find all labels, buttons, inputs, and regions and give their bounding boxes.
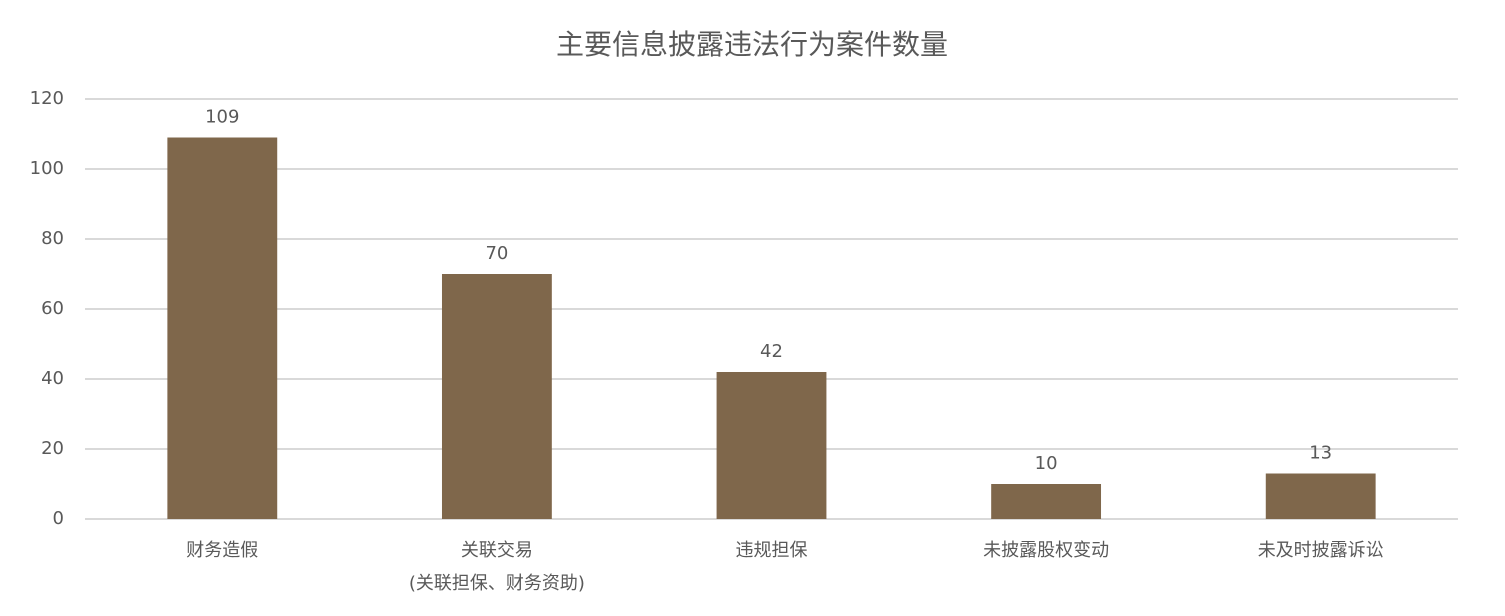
bar	[1265, 473, 1376, 519]
value-label: 70	[485, 243, 508, 264]
value-label: 42	[760, 341, 783, 362]
y-tick-label: 20	[41, 438, 64, 459]
x-tick-label: 未及时披露诉讼	[1258, 540, 1384, 561]
bar	[716, 372, 827, 519]
x-tick-label: 违规担保	[736, 540, 808, 561]
chart-title: 主要信息披露违法行为案件数量	[556, 28, 948, 61]
value-label: 10	[1035, 453, 1058, 474]
y-tick-label: 40	[41, 368, 64, 389]
x-tick-label: 未披露股权变动	[983, 540, 1109, 561]
y-tick-label: 80	[41, 228, 64, 249]
bar	[167, 137, 278, 519]
x-tick-label: 关联交易	[461, 540, 533, 561]
x-tick-label: (关联担保、财务资助)	[409, 573, 585, 594]
bar	[991, 484, 1102, 519]
y-tick-label: 0	[53, 508, 64, 529]
value-label: 13	[1309, 443, 1332, 464]
x-tick-label: 财务造假	[186, 540, 258, 561]
y-tick-label: 100	[30, 158, 64, 179]
bar	[441, 274, 552, 519]
y-tick-label: 60	[41, 298, 64, 319]
y-tick-label: 120	[30, 88, 64, 109]
value-label: 109	[205, 107, 239, 128]
